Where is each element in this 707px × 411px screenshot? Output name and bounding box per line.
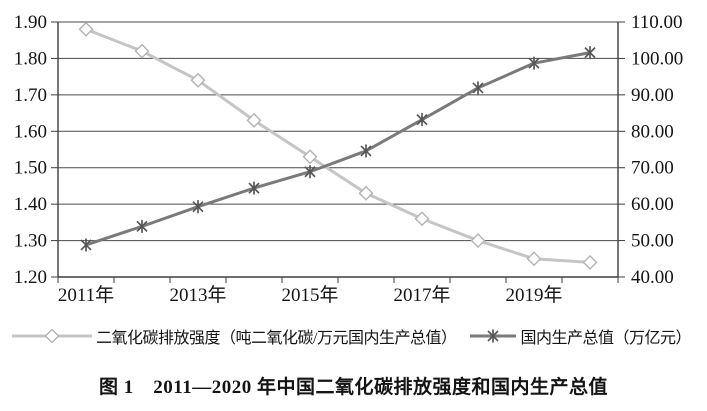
x-axis-tick-label: 2013年 [169, 284, 226, 306]
right-axis-tick-label: 50.00 [631, 231, 674, 252]
diamond-marker [526, 251, 542, 267]
diamond-marker [358, 185, 374, 201]
diamond-marker [134, 43, 150, 59]
x-axis-tick-label: 2015年 [281, 284, 338, 306]
diamond-marker [470, 233, 486, 249]
diamond-marker [190, 72, 206, 88]
legend-item-co2-intensity: 二氧化碳排放强度（吨二氧化碳/万元国内生产总值） [12, 324, 457, 348]
left-axis-tick-label: 1.70 [14, 85, 47, 106]
diamond-marker [44, 329, 60, 343]
gdp-line [85, 51, 591, 247]
diamond-marker [246, 112, 262, 128]
x-axis-tick-label: 2011年 [58, 284, 114, 306]
asterisk-series-legend-marker [470, 329, 517, 343]
legend: 二氧化碳排放强度（吨二氧化碳/万元国内生产总值） 国内生产总值（万亿元） [12, 324, 702, 348]
right-axis-tick-label: 60.00 [631, 194, 674, 215]
legend-item-gdp: 国内生产总值（万亿元） [470, 324, 691, 348]
left-axis-tick-label: 1.20 [14, 267, 47, 288]
co2-intensity-line [85, 27, 591, 264]
diamond-series-legend-marker [12, 329, 92, 343]
left-axis-tick-label: 1.90 [14, 12, 47, 33]
x-axis-tick-label: 2019年 [505, 284, 562, 306]
x-axis-tick-label: 2017年 [393, 284, 450, 306]
left-axis-tick-label: 1.30 [14, 231, 47, 252]
diamond-marker [414, 211, 430, 227]
right-axis-tick-label: 40.00 [631, 267, 674, 288]
legend-label-gdp: 国内生产总值（万亿元） [520, 330, 691, 347]
right-axis-tick-label: 90.00 [631, 85, 674, 106]
right-axis-tick-label: 110.00 [631, 12, 683, 33]
diamond-marker [582, 254, 598, 270]
left-axis-tick-label: 1.50 [14, 158, 47, 179]
right-axis-tick-label: 70.00 [631, 158, 674, 179]
right-axis-tick-label: 80.00 [631, 121, 674, 142]
legend-label-co2-intensity: 二氧化碳排放强度（吨二氧化碳/万元国内生产总值） [96, 330, 457, 347]
diamond-marker [302, 149, 318, 165]
left-axis-tick-label: 1.80 [14, 48, 47, 69]
right-axis-tick-label: 100.00 [631, 48, 683, 69]
left-axis-tick-label: 1.60 [14, 121, 47, 142]
left-axis-tick-label: 1.40 [14, 194, 47, 215]
line-chart-plot-area: 1.90 110.00 1.80 100.00 1.70 90.00 1.60 80.00 1.… [14, 12, 684, 306]
diamond-marker [78, 21, 94, 37]
figure-caption: 图 1 2011—2020 年中国二氧化碳排放强度和国内生产总值 [99, 377, 608, 398]
